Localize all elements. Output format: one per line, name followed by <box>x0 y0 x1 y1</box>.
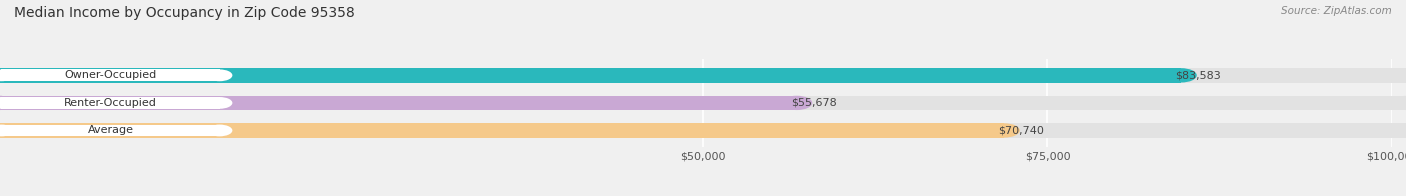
Text: Renter-Occupied: Renter-Occupied <box>65 98 157 108</box>
Ellipse shape <box>1166 68 1197 83</box>
Ellipse shape <box>207 97 232 109</box>
Ellipse shape <box>0 96 14 110</box>
Ellipse shape <box>1392 123 1406 138</box>
Ellipse shape <box>0 68 14 83</box>
Text: Owner-Occupied: Owner-Occupied <box>65 70 156 80</box>
FancyBboxPatch shape <box>0 68 1406 83</box>
FancyBboxPatch shape <box>0 96 797 110</box>
FancyBboxPatch shape <box>1 69 219 81</box>
Text: Median Income by Occupancy in Zip Code 95358: Median Income by Occupancy in Zip Code 9… <box>14 6 354 20</box>
Ellipse shape <box>207 69 232 81</box>
Ellipse shape <box>207 125 232 136</box>
Ellipse shape <box>0 97 14 109</box>
Ellipse shape <box>0 123 14 138</box>
FancyBboxPatch shape <box>0 123 1406 138</box>
Ellipse shape <box>1392 68 1406 83</box>
FancyBboxPatch shape <box>0 123 1004 138</box>
FancyBboxPatch shape <box>1 125 219 136</box>
Ellipse shape <box>782 96 813 110</box>
Ellipse shape <box>988 123 1019 138</box>
FancyBboxPatch shape <box>1 97 219 109</box>
FancyBboxPatch shape <box>0 68 1181 83</box>
Text: $70,740: $70,740 <box>998 125 1045 135</box>
Text: $55,678: $55,678 <box>792 98 837 108</box>
Ellipse shape <box>0 123 14 138</box>
Text: $83,583: $83,583 <box>1175 70 1222 80</box>
Ellipse shape <box>0 68 14 83</box>
Text: Source: ZipAtlas.com: Source: ZipAtlas.com <box>1281 6 1392 16</box>
Ellipse shape <box>0 125 14 136</box>
Ellipse shape <box>0 69 14 81</box>
Text: Average: Average <box>87 125 134 135</box>
Ellipse shape <box>0 96 14 110</box>
FancyBboxPatch shape <box>0 96 1406 110</box>
Ellipse shape <box>1392 96 1406 110</box>
